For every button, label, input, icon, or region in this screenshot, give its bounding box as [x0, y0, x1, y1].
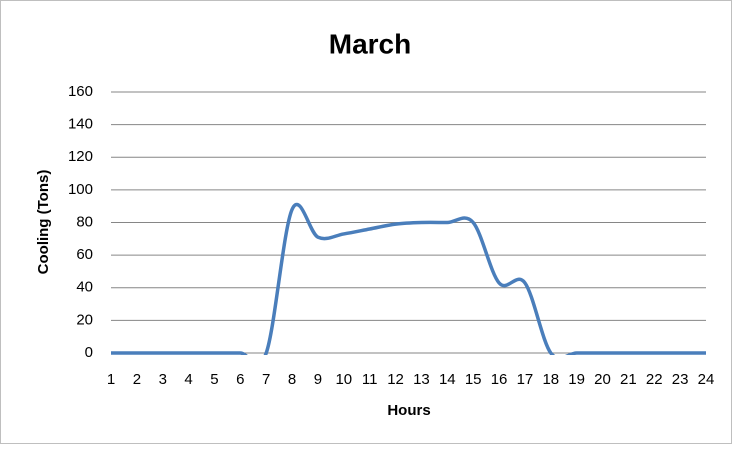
x-tick-label: 1 [107, 371, 115, 388]
x-tick-label: 17 [517, 371, 534, 388]
x-tick-label: 7 [262, 371, 270, 388]
y-axis-label: Cooling (Tons) [35, 170, 52, 275]
y-tick-label: 0 [85, 344, 93, 361]
x-tick-label: 18 [542, 371, 559, 388]
y-tick-label: 40 [76, 279, 93, 296]
x-tick-label: 21 [620, 371, 637, 388]
y-tick-label: 160 [68, 83, 93, 100]
x-tick-label: 19 [568, 371, 585, 388]
x-tick-label: 15 [465, 371, 482, 388]
x-tick-label: 9 [314, 371, 322, 388]
x-tick-label: 11 [362, 371, 378, 388]
x-tick-label: 13 [413, 371, 430, 388]
x-tick-label: 4 [184, 371, 192, 388]
y-tick-label: 140 [68, 116, 93, 133]
x-tick-label: 2 [133, 371, 141, 388]
x-tick-label: 22 [646, 371, 663, 388]
x-tick-label: 6 [236, 371, 244, 388]
y-tick-label: 20 [76, 311, 93, 328]
x-tick-label: 16 [491, 371, 508, 388]
x-tick-label: 20 [594, 371, 611, 388]
x-axis-label: Hours [387, 402, 430, 419]
y-tick-label: 100 [68, 181, 93, 198]
data-line [111, 202, 706, 355]
x-tick-label: 14 [439, 371, 456, 388]
x-tick-label: 10 [335, 371, 352, 388]
x-tick-label: 24 [698, 371, 715, 388]
y-tick-label: 60 [76, 246, 93, 263]
x-tick-label: 12 [387, 371, 404, 388]
x-tick-label: 8 [288, 371, 296, 388]
y-tick-label: 120 [68, 148, 93, 165]
y-tick-label: 80 [76, 213, 93, 230]
chart-title: March [329, 28, 411, 59]
x-tick-label: 23 [672, 371, 689, 388]
x-tick-label: 3 [159, 371, 167, 388]
x-tick-label: 5 [210, 371, 218, 388]
